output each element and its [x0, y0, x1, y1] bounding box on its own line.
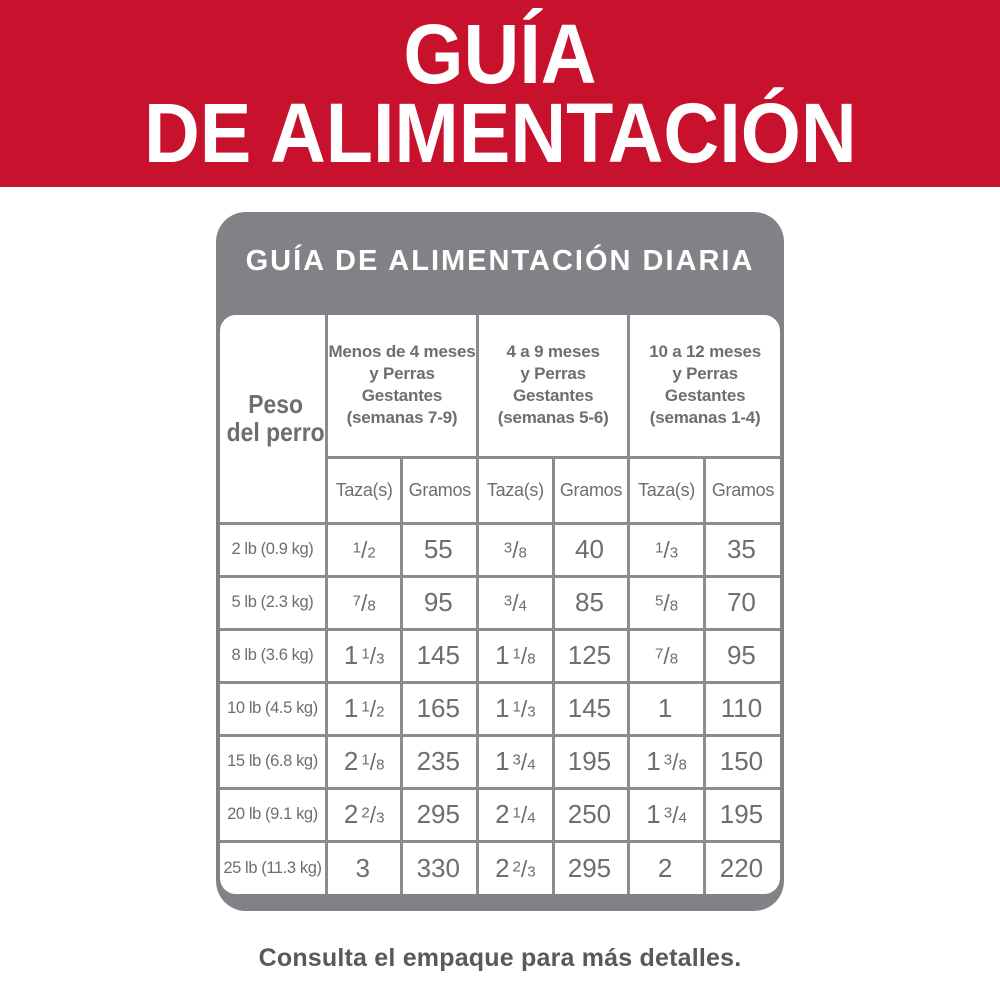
cups-value-cell: 1 1/3 [324, 627, 404, 684]
grams-value-cell: 145 [551, 680, 631, 737]
cups-value-cell: 7/8 [324, 574, 404, 631]
fraction-value: 1/8 [512, 643, 536, 669]
grams-value-cell: 250 [551, 786, 631, 843]
card-title: GUÍA DE ALIMENTACIÓN DIARIA [245, 245, 755, 277]
grams-value-cell: 220 [702, 839, 780, 894]
grams-value-cell: 195 [702, 786, 780, 843]
feeding-guide-card: GUÍA DE ALIMENTACIÓN DIARIA Peso del perr… [216, 212, 784, 911]
cups-value-cell: 1 3/4 [627, 786, 706, 843]
cups-value-cell: 2 2/3 [324, 786, 404, 843]
fraction-value: 3/4 [512, 749, 536, 775]
cups-value-cell: 1/2 [324, 521, 404, 578]
cups-value-cell: 3 [324, 839, 404, 894]
grams-value-cell: 110 [702, 680, 780, 737]
subheader-cups-3: Taza(s) [627, 455, 706, 525]
table-row: 20 lb (9.1 kg) 2 2/3 295 2 1/4 250 1 3/4 195 [220, 786, 780, 843]
table-row: 10 lb (4.5 kg) 1 1/2 165 1 1/3 145 1 110 [220, 680, 780, 737]
banner-title-line-2: DE ALIMENTACIÓN [143, 85, 857, 180]
cups-value-cell: 2 [627, 839, 706, 894]
age-group-header-1: Menos de 4 meses y Perras Gestantes (seman… [324, 315, 480, 459]
grams-value-cell: 95 [400, 574, 480, 631]
cups-value-cell: 1 3/8 [627, 733, 706, 790]
dog-weight-cell: 25 lb (11.3 kg) [220, 839, 328, 894]
table-row: 15 lb (6.8 kg) 2 1/8 235 1 3/4 195 1 3/8 150 [220, 733, 780, 790]
cups-value-cell: 2 1/8 [324, 733, 404, 790]
page: GUÍA DE ALIMENTACIÓN GUÍA DE ALIMENTACIÓ… [0, 0, 1000, 972]
grams-value-cell: 295 [400, 786, 480, 843]
cups-value-cell: 3/8 [476, 521, 555, 578]
weight-column-header: Peso del perro [220, 315, 328, 525]
cups-value-cell: 1 1/3 [476, 680, 555, 737]
fraction-value: 1/2 [361, 696, 385, 722]
fraction-value: 7/8 [352, 590, 376, 616]
table-row: 8 lb (3.6 kg) 1 1/3 145 1 1/8 125 7/8 95 [220, 627, 780, 684]
feeding-table: Peso del perro Menos de 4 meses y Perras G… [220, 315, 780, 894]
grams-value-cell: 235 [400, 733, 480, 790]
grams-value-cell: 55 [400, 521, 480, 578]
fraction-value: 3/8 [663, 749, 687, 775]
cups-value-cell: 1/3 [627, 521, 706, 578]
banner-title-line-1: GUÍA [403, 7, 597, 102]
footer-note: Consulta el empaque para más detalles. [258, 944, 742, 972]
grams-value-cell: 195 [551, 733, 631, 790]
fraction-value: 1/3 [512, 696, 536, 722]
subheader-cups-2: Taza(s) [476, 455, 555, 525]
grams-value-cell: 145 [400, 627, 480, 684]
table-row: 5 lb (2.3 kg) 7/8 95 3/4 85 5/8 70 [220, 574, 780, 631]
fraction-value: 3/4 [663, 802, 687, 828]
fraction-value: 1/4 [512, 802, 536, 828]
fraction-value: 5/8 [654, 590, 679, 616]
fraction-value: 1/3 [361, 643, 385, 669]
fraction-value: 2/3 [512, 855, 536, 882]
cups-value-cell: 1 1/2 [324, 680, 404, 737]
dog-weight-cell: 10 lb (4.5 kg) [220, 680, 328, 737]
cups-value-cell: 2 2/3 [476, 839, 555, 894]
dog-weight-cell: 5 lb (2.3 kg) [220, 574, 328, 631]
grams-value-cell: 70 [702, 574, 780, 631]
grams-value-cell: 125 [551, 627, 631, 684]
dog-weight-cell: 15 lb (6.8 kg) [220, 733, 328, 790]
fraction-value: 1/3 [654, 537, 679, 563]
grams-value-cell: 85 [551, 574, 631, 631]
subheader-grams-3: Gramos [702, 455, 780, 525]
dog-weight-cell: 2 lb (0.9 kg) [220, 521, 328, 578]
cups-value-cell: 1 1/8 [476, 627, 555, 684]
banner: GUÍA DE ALIMENTACIÓN [0, 0, 1000, 187]
subheader-grams-1: Gramos [400, 455, 480, 525]
dog-weight-cell: 8 lb (3.6 kg) [220, 627, 328, 684]
fraction-value: 3/4 [503, 590, 527, 616]
cups-value-cell: 1 [627, 680, 706, 737]
cups-value-cell: 3/4 [476, 574, 555, 631]
fraction-value: 3/8 [503, 537, 527, 563]
grams-value-cell: 35 [702, 521, 780, 578]
age-group-header-2: 4 a 9 meses y Perras Gestantes (semanas 5-… [476, 315, 631, 459]
table-row: 2 lb (0.9 kg) 1/2 55 3/8 40 1/3 35 [220, 521, 780, 578]
grams-value-cell: 40 [551, 521, 631, 578]
age-group-header-3: 10 a 12 meses y Perras Gestantes (semanas … [627, 315, 780, 459]
feeding-table-wrap: Peso del perro Menos de 4 meses y Perras G… [216, 311, 784, 898]
grams-value-cell: 95 [702, 627, 780, 684]
fraction-value: 2/3 [361, 802, 385, 828]
cups-value-cell: 5/8 [627, 574, 706, 631]
cups-value-cell: 7/8 [627, 627, 706, 684]
fraction-value: 1/8 [361, 749, 385, 775]
cups-value-cell: 2 1/4 [476, 786, 555, 843]
grams-value-cell: 295 [551, 839, 631, 894]
dog-weight-cell: 20 lb (9.1 kg) [220, 786, 328, 843]
grams-value-cell: 150 [702, 733, 780, 790]
group-header-row: Peso del perro Menos de 4 meses y Perras G… [220, 315, 780, 525]
cups-value-cell: 1 3/4 [476, 733, 555, 790]
table-row: 25 lb (11.3 kg) 3 330 2 2/3 295 2 220 [220, 839, 780, 894]
grams-value-cell: 330 [400, 839, 480, 894]
subheader-cups-1: Taza(s) [326, 455, 404, 525]
grams-value-cell: 165 [400, 680, 480, 737]
weight-column-header-label: Peso del perro [226, 388, 325, 448]
sub-header-row: Taza(s) Gramos Taza(s) Gramos Taza(s) Gramos [220, 455, 780, 525]
fraction-value: 1/2 [352, 537, 376, 563]
fraction-value: 7/8 [654, 643, 679, 669]
subheader-grams-2: Gramos [551, 455, 631, 525]
